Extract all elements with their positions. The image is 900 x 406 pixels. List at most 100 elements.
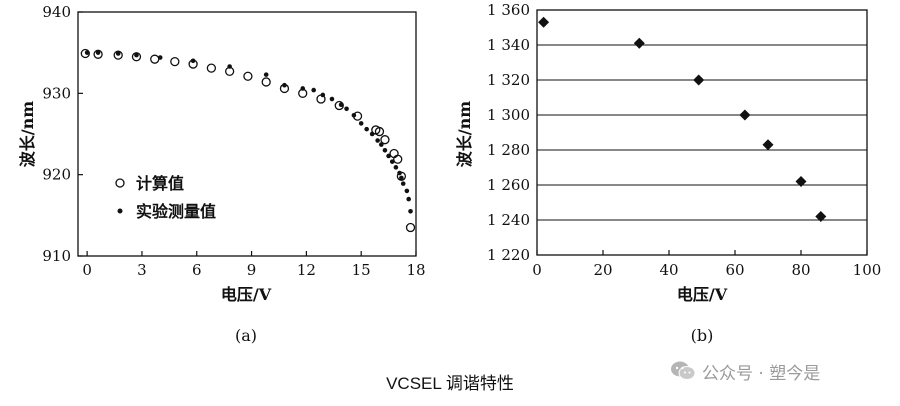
y-axis-label-a: 波长/nm bbox=[18, 101, 37, 167]
x-tick-label-b: 40 bbox=[659, 261, 678, 279]
calculated-point bbox=[93, 49, 103, 59]
measured-point bbox=[393, 165, 399, 170]
measured-point bbox=[389, 159, 395, 164]
x-tick-label-a: 12 bbox=[297, 261, 316, 279]
measured-point bbox=[338, 102, 344, 108]
calculated-point bbox=[374, 126, 385, 137]
measured-point bbox=[311, 87, 316, 93]
y-tick-label-a: 930 bbox=[42, 84, 71, 102]
diamond-point bbox=[739, 109, 751, 121]
y-axis-label-b: 波长/nm bbox=[455, 101, 474, 167]
axis-ticks-b: 1 220 1 240 1 260 1 280 1 300 1 320 1 340 1 360… bbox=[487, 1, 881, 279]
y-tick-label-b: 1 340 bbox=[487, 36, 530, 54]
wechat-icon bbox=[671, 361, 696, 380]
x-tick-label-b: 80 bbox=[791, 261, 810, 279]
data-points-b bbox=[538, 16, 827, 222]
measured-point bbox=[408, 208, 413, 214]
measured-point bbox=[227, 64, 232, 69]
legend-marker-calculated bbox=[115, 178, 125, 188]
measured-point bbox=[344, 106, 349, 112]
legend-marker-measured bbox=[117, 208, 123, 214]
measured-point bbox=[378, 142, 384, 147]
calculated-point bbox=[389, 148, 399, 159]
measured-point bbox=[282, 82, 287, 88]
data-points-a bbox=[80, 48, 416, 233]
measured-point bbox=[382, 147, 388, 153]
y-tick-label-a: 910 bbox=[42, 247, 71, 265]
watermark: 公众号 · 塑今是 bbox=[670, 357, 820, 385]
x-tick-label-b: 100 bbox=[853, 261, 882, 279]
calculated-point bbox=[380, 135, 390, 145]
y-tick-label-b: 1 320 bbox=[487, 71, 530, 89]
y-tick-label-a: 940 bbox=[42, 3, 71, 21]
chart-panel-b: 1 220 1 240 1 260 1 280 1 300 1 320 1 340 1 360… bbox=[455, 1, 881, 345]
measured-point bbox=[263, 72, 269, 77]
diamond-point bbox=[795, 176, 807, 187]
calculated-point bbox=[150, 54, 160, 64]
x-tick-label-b: 60 bbox=[725, 261, 744, 279]
diamond-point bbox=[762, 139, 774, 151]
measured-point bbox=[320, 92, 326, 98]
measured-point bbox=[364, 126, 369, 132]
measured-point bbox=[406, 196, 411, 202]
legend-a: 计算值 实验测量值 bbox=[115, 174, 216, 221]
measured-point bbox=[351, 112, 357, 118]
measured-point bbox=[84, 50, 90, 55]
y-tick-label-b: 1 240 bbox=[487, 211, 530, 229]
measured-point bbox=[329, 96, 335, 102]
measured-point bbox=[375, 138, 380, 143]
calculated-point bbox=[261, 77, 271, 87]
x-tick-label-a: 18 bbox=[406, 261, 425, 279]
measured-point bbox=[404, 188, 410, 194]
calculated-point bbox=[113, 50, 123, 60]
measured-point bbox=[134, 52, 139, 58]
calculated-point bbox=[170, 56, 180, 67]
y-tick-label-b: 1 300 bbox=[487, 106, 530, 124]
plot-frame-b bbox=[536, 9, 868, 256]
measured-point bbox=[358, 121, 364, 126]
x-tick-label-a: 9 bbox=[247, 261, 257, 279]
calculated-point bbox=[334, 100, 344, 111]
x-tick-label-b: 0 bbox=[532, 261, 542, 279]
diamond-point bbox=[538, 16, 550, 28]
measured-point bbox=[115, 51, 121, 56]
chart-panel-a: 0 3 6 9 12 15 18 910 920 930 940 计算值 实验测量值 电压/V 波长… bbox=[18, 3, 426, 345]
measured-point bbox=[397, 170, 402, 176]
x-tick-label-a: 6 bbox=[192, 261, 202, 279]
y-tick-label-b: 1 280 bbox=[487, 141, 530, 159]
diamond-point bbox=[633, 37, 645, 49]
calculated-point bbox=[206, 63, 217, 73]
measured-point bbox=[157, 55, 163, 60]
plot-frame-a bbox=[77, 11, 417, 257]
x-axis-label-a: 电压/V bbox=[221, 285, 272, 304]
calculated-point bbox=[80, 48, 90, 59]
diamond-point bbox=[815, 211, 827, 222]
panel-label-a: (a) bbox=[235, 326, 257, 345]
measured-point bbox=[386, 153, 391, 159]
measured-point bbox=[95, 50, 101, 55]
legend-label-measured: 实验测量值 bbox=[136, 202, 216, 221]
measured-point bbox=[300, 86, 306, 91]
gridlines-b bbox=[537, 44, 867, 221]
legend-label-calculated: 计算值 bbox=[136, 174, 184, 193]
axis-ticks-a: 0 3 6 9 12 15 18 910 920 930 940 bbox=[42, 3, 425, 279]
calculated-point bbox=[405, 222, 416, 233]
calculated-point bbox=[243, 71, 253, 81]
calculated-point bbox=[393, 154, 403, 164]
x-tick-label-a: 0 bbox=[82, 261, 92, 279]
diamond-point bbox=[693, 74, 705, 86]
figure-caption: VCSEL 调谐特性 bbox=[386, 374, 514, 393]
y-tick-label-a: 920 bbox=[42, 166, 71, 184]
calculated-point bbox=[131, 52, 142, 62]
measured-point bbox=[400, 181, 406, 186]
measured-point bbox=[399, 175, 404, 181]
panel-label-b: (b) bbox=[691, 326, 714, 345]
measured-point bbox=[190, 58, 196, 64]
x-tick-label-a: 3 bbox=[137, 261, 147, 279]
y-tick-label-b: 1 360 bbox=[487, 1, 530, 19]
x-axis-label-b: 电压/V bbox=[677, 285, 728, 304]
x-tick-label-a: 15 bbox=[352, 261, 371, 279]
watermark-text: 公众号 · 塑今是 bbox=[702, 363, 821, 384]
x-tick-label-b: 20 bbox=[593, 261, 612, 279]
